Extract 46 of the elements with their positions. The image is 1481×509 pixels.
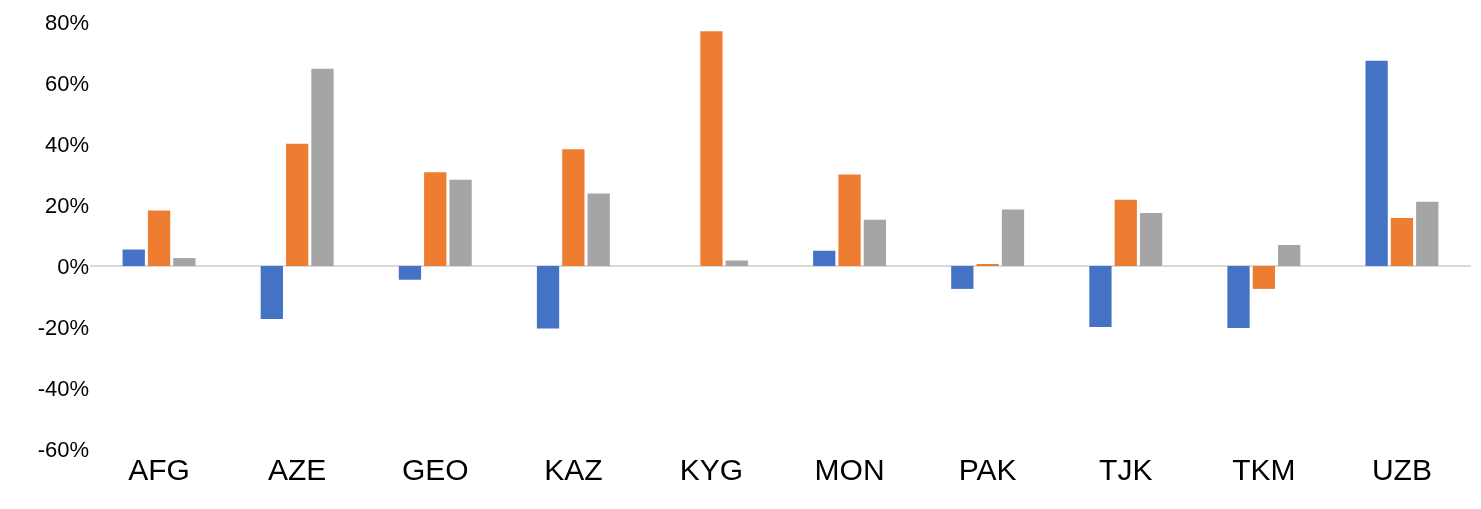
- bar: [587, 193, 610, 266]
- x-tick-label: PAK: [958, 453, 1017, 486]
- bar: [700, 31, 723, 266]
- bar: [536, 266, 560, 329]
- bar: [1139, 212, 1163, 266]
- bar: [398, 266, 422, 280]
- bar: [951, 266, 974, 289]
- bar: [1089, 266, 1112, 327]
- bar: [725, 260, 748, 266]
- bar: [813, 250, 836, 266]
- bar: [1390, 218, 1414, 266]
- bar: [1365, 60, 1388, 266]
- y-tick-label: -40%: [37, 375, 89, 401]
- bar: [1227, 266, 1250, 328]
- y-tick-label: -20%: [37, 314, 89, 340]
- bar: [260, 266, 283, 320]
- x-tick-label: TJK: [1099, 453, 1153, 486]
- bar: [562, 149, 585, 266]
- bar: [1001, 209, 1025, 266]
- y-tick-label: 60%: [44, 70, 89, 96]
- x-tick-label: KAZ: [544, 453, 603, 486]
- x-tick-label: TKM: [1232, 453, 1296, 486]
- bar: [838, 174, 861, 266]
- x-tick-label: AFG: [128, 453, 190, 486]
- x-tick-label: GEO: [401, 453, 469, 486]
- bar: [311, 68, 334, 266]
- x-tick-label: UZB: [1371, 453, 1432, 486]
- bar: [1416, 201, 1439, 266]
- y-tick-label: 80%: [44, 9, 89, 35]
- bar: [147, 210, 171, 266]
- x-tick-label: KYG: [679, 453, 744, 486]
- bar: [1114, 199, 1137, 266]
- bar: [173, 258, 196, 266]
- x-tick-label: AZE: [267, 453, 327, 486]
- bar: [449, 179, 472, 266]
- bar: [1252, 266, 1275, 289]
- bar: [424, 172, 447, 266]
- x-tick-label: MON: [814, 453, 885, 486]
- y-tick-label: 0%: [57, 253, 89, 279]
- y-tick-label: -60%: [37, 436, 89, 462]
- y-tick-label: 40%: [44, 131, 89, 157]
- bar: [863, 219, 887, 266]
- bar: [1278, 244, 1301, 266]
- bar: [122, 249, 145, 266]
- y-tick-label: 20%: [44, 192, 89, 218]
- bar: [286, 143, 309, 266]
